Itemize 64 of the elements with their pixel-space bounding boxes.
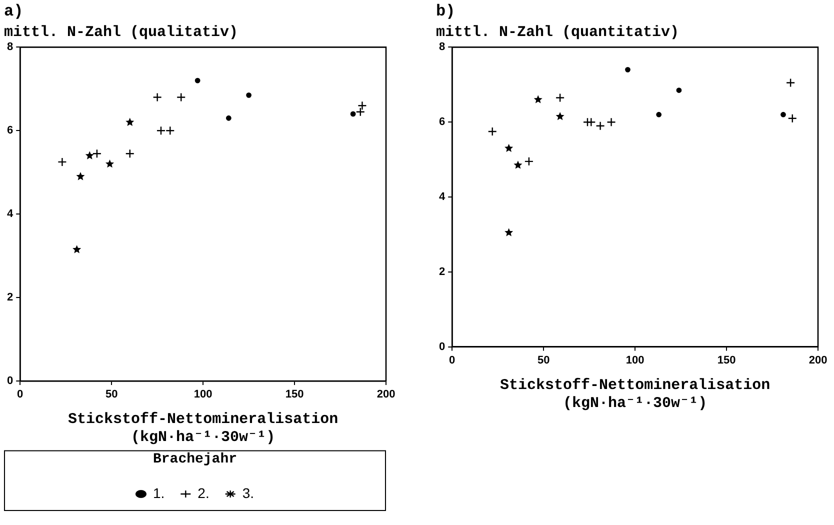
point [596,121,605,130]
point [156,126,166,136]
point [504,228,514,236]
point [534,95,542,104]
point [85,151,94,160]
point [76,172,85,180]
point [786,78,796,88]
y-axis-title: mittl. N-Zahl (quantitativ) [436,24,680,41]
point [514,160,522,169]
point [524,156,534,166]
point [92,149,102,158]
legend-title: Brachejahr [152,452,238,468]
point [166,126,175,136]
x-tick-label: 50 [105,388,118,401]
chart-title: b) [436,2,456,21]
point [676,88,682,93]
point [656,112,662,118]
x-tick-label: 200 [808,354,828,366]
point [58,157,67,167]
point [356,107,365,116]
y-tick-label: 4 [6,208,14,220]
y-tick-label: 8 [438,41,446,54]
point [152,92,162,102]
legend-label: 2. [198,484,210,501]
point [350,111,356,117]
chart-title: a) [4,2,24,21]
point [72,245,82,254]
legend-label: 1. [152,484,165,501]
point [780,112,786,118]
point [125,149,134,158]
x-tick-label: 100 [194,388,212,401]
point [488,126,497,136]
y-tick-label: 0 [438,340,446,353]
point [246,92,252,98]
point [358,101,367,110]
y-axis-title: mittl. N-Zahl (qualitativ) [4,24,238,41]
y-tick-label: 2 [438,266,446,278]
point [556,112,564,120]
x-tick-label: 0 [17,388,24,401]
legend-label: 3. [242,484,254,501]
x-axis-title: Stickstoff-Nettomineralisation (kgN·ha⁻¹·30w⁻¹) [68,410,338,446]
point [176,92,186,102]
y-tick-label: 2 [6,292,14,304]
point [126,118,134,126]
point [226,115,232,121]
x-tick-label: 150 [285,388,304,401]
x-tick-label: 50 [537,354,550,366]
x-tick-label: 100 [626,354,644,366]
y-tick-label: 8 [6,41,14,54]
point [606,118,616,127]
point [625,66,630,72]
y-tick-label: 6 [438,116,446,128]
y-tick-label: 4 [438,191,446,204]
y-tick-label: 6 [6,124,14,137]
point [105,160,114,168]
x-tick-label: 200 [376,388,396,401]
point [555,93,565,102]
point [504,144,514,152]
x-tick-label: 150 [717,354,736,366]
x-tick-label: 0 [449,354,456,366]
point [788,114,797,123]
x-axis-title: Stickstoff-Nettomineralisation (kgN·ha⁻¹·30w⁻¹) [500,376,770,412]
point [194,78,200,84]
y-tick-label: 0 [6,375,14,388]
